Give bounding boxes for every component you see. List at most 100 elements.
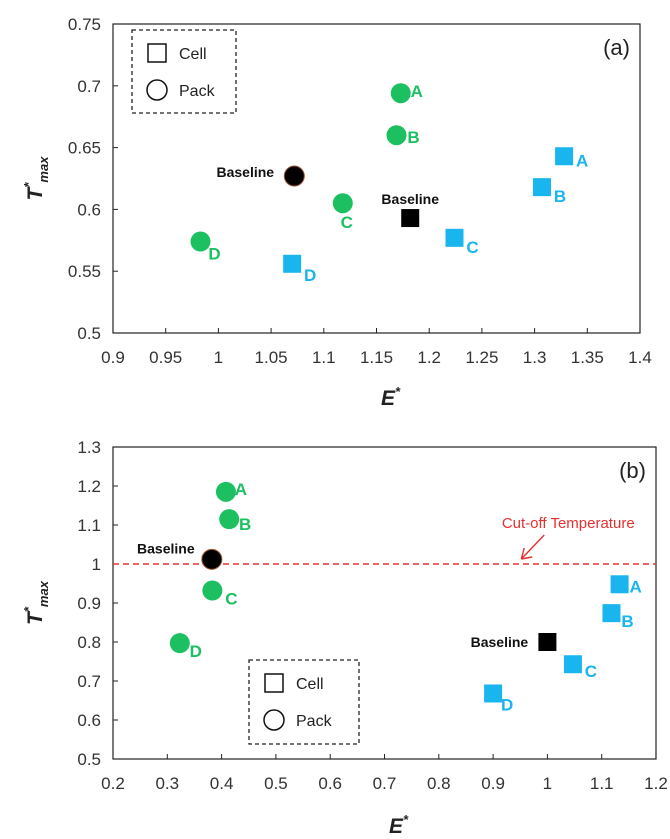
pack-point-d xyxy=(169,633,190,654)
pack-baseline-label: Baseline xyxy=(137,540,195,556)
x-tick-label: 1.1 xyxy=(312,348,336,367)
y-tick-label: 0.8 xyxy=(77,633,101,652)
plot-frame xyxy=(112,446,657,760)
panel-label: (a) xyxy=(603,35,630,60)
legend-square-marker xyxy=(147,43,167,63)
cell-point-a xyxy=(555,147,574,166)
x-axis-title: E* xyxy=(389,812,409,838)
y-tick-label: 0.5 xyxy=(77,750,101,769)
cell-point-label: B xyxy=(554,187,566,206)
pack-point-c xyxy=(202,580,223,601)
y-tick-label: 1.2 xyxy=(77,477,101,496)
x-tick-label: 1.1 xyxy=(590,774,614,793)
x-tick-label: 0.9 xyxy=(101,348,125,367)
cell-baseline-point xyxy=(401,209,420,228)
legend-label: Pack xyxy=(296,713,333,730)
x-tick-label: 0.9 xyxy=(481,774,505,793)
x-tick-label: 1 xyxy=(543,774,552,793)
x-tick-label: 1.4 xyxy=(628,348,652,367)
y-tick-label: 0.5 xyxy=(77,324,101,343)
cell-point-label: C xyxy=(585,662,597,681)
legend-square-marker xyxy=(264,673,284,693)
x-tick-label: 1.2 xyxy=(644,774,668,793)
pack-point-label: D xyxy=(208,245,220,264)
pack-baseline-point xyxy=(283,165,305,187)
x-tick-label: 1.15 xyxy=(360,348,393,367)
cell-point-label: A xyxy=(576,151,588,170)
cell-point-d xyxy=(283,254,302,273)
pack-point-label: A xyxy=(235,480,247,499)
y-tick-label: 0.55 xyxy=(68,262,101,281)
chart-panel-b: 0.2 0.3 0.4 0.5 0.6 0.7 0.8 0.9 1 1.1 1.2 0.5 0.6 0.7… xyxy=(21,438,668,838)
pack-point-label: A xyxy=(411,82,423,101)
pack-point-b xyxy=(219,509,240,530)
x-tick-label: 1.35 xyxy=(571,348,604,367)
y-tick-label: 1.1 xyxy=(77,516,101,535)
x-tick-label: 1.25 xyxy=(465,348,498,367)
panel-label: (b) xyxy=(619,458,646,483)
x-tick-label: 0.6 xyxy=(318,774,342,793)
pack-point-label: D xyxy=(190,642,202,661)
x-tick-label: 0.4 xyxy=(210,774,234,793)
pack-point-b xyxy=(386,125,407,146)
y-tick-label: 0.6 xyxy=(77,200,101,219)
cutoff-label: Cut-off Temperature xyxy=(502,515,635,532)
cutoff-arrow-head xyxy=(520,547,533,560)
x-tick-label: 0.3 xyxy=(155,774,179,793)
legend-circle-marker xyxy=(146,79,168,101)
pack-point-a xyxy=(390,83,411,104)
x-tick-label: 0.8 xyxy=(427,774,451,793)
pack-point-label: B xyxy=(239,515,251,534)
cell-point-c xyxy=(563,655,582,674)
y-tick-label: 0.65 xyxy=(68,139,101,158)
x-tick-label: 1.2 xyxy=(417,348,441,367)
cell-point-b xyxy=(532,178,551,197)
pack-point-c xyxy=(332,193,353,214)
x-tick-label: 0.5 xyxy=(264,774,288,793)
legend-box xyxy=(131,29,237,114)
y-axis-title: T*max xyxy=(21,156,51,201)
cell-point-d xyxy=(484,684,503,703)
y-tick-label: 0.9 xyxy=(77,594,101,613)
legend-label: Pack xyxy=(179,83,216,100)
y-tick-label: 1 xyxy=(92,555,101,574)
cutoff-arrow-shaft xyxy=(521,534,545,559)
cell-point-label: B xyxy=(621,612,633,631)
x-tick-label: 0.7 xyxy=(373,774,397,793)
cell-point-c xyxy=(445,228,464,247)
cell-point-a xyxy=(610,575,629,594)
pack-baseline-point xyxy=(201,548,223,570)
cell-point-label: D xyxy=(501,695,513,714)
x-tick-label: 0.2 xyxy=(101,774,125,793)
y-tick-label: 0.7 xyxy=(77,77,101,96)
cell-point-label: D xyxy=(304,266,316,285)
cell-baseline-label: Baseline xyxy=(381,191,439,207)
legend-label: Cell xyxy=(179,46,207,63)
cell-point-label: C xyxy=(466,238,478,257)
x-tick-label: 1.05 xyxy=(255,348,288,367)
pack-baseline-label: Baseline xyxy=(216,164,274,180)
legend-circle-marker xyxy=(263,709,285,731)
chart-panel-a: 0.9 0.95 1 1.05 1.1 1.15 1.2 1.25 1.3 1.35 1.4 0.5 0… xyxy=(21,15,652,410)
pack-point-label: C xyxy=(341,213,353,232)
cell-point-b xyxy=(602,604,621,623)
x-axis-title: E* xyxy=(381,384,401,410)
cell-point-label: A xyxy=(629,577,641,596)
y-tick-label: 1.3 xyxy=(77,438,101,457)
cell-baseline-point xyxy=(538,633,557,651)
x-tick-label: 1 xyxy=(214,348,223,367)
cell-baseline-label: Baseline xyxy=(471,634,529,650)
y-axis-title: T*max xyxy=(21,580,51,625)
x-tick-label: 1.3 xyxy=(523,348,547,367)
x-tick-label: 0.95 xyxy=(149,348,182,367)
pack-point-d xyxy=(190,231,211,252)
pack-point-a xyxy=(215,481,236,502)
legend-label: Cell xyxy=(296,676,324,693)
y-tick-label: 0.75 xyxy=(68,15,101,34)
y-tick-label: 0.7 xyxy=(77,672,101,691)
pack-point-label: C xyxy=(225,590,237,609)
legend-box xyxy=(248,659,360,745)
pack-point-label: B xyxy=(407,128,419,147)
y-tick-label: 0.6 xyxy=(77,711,101,730)
